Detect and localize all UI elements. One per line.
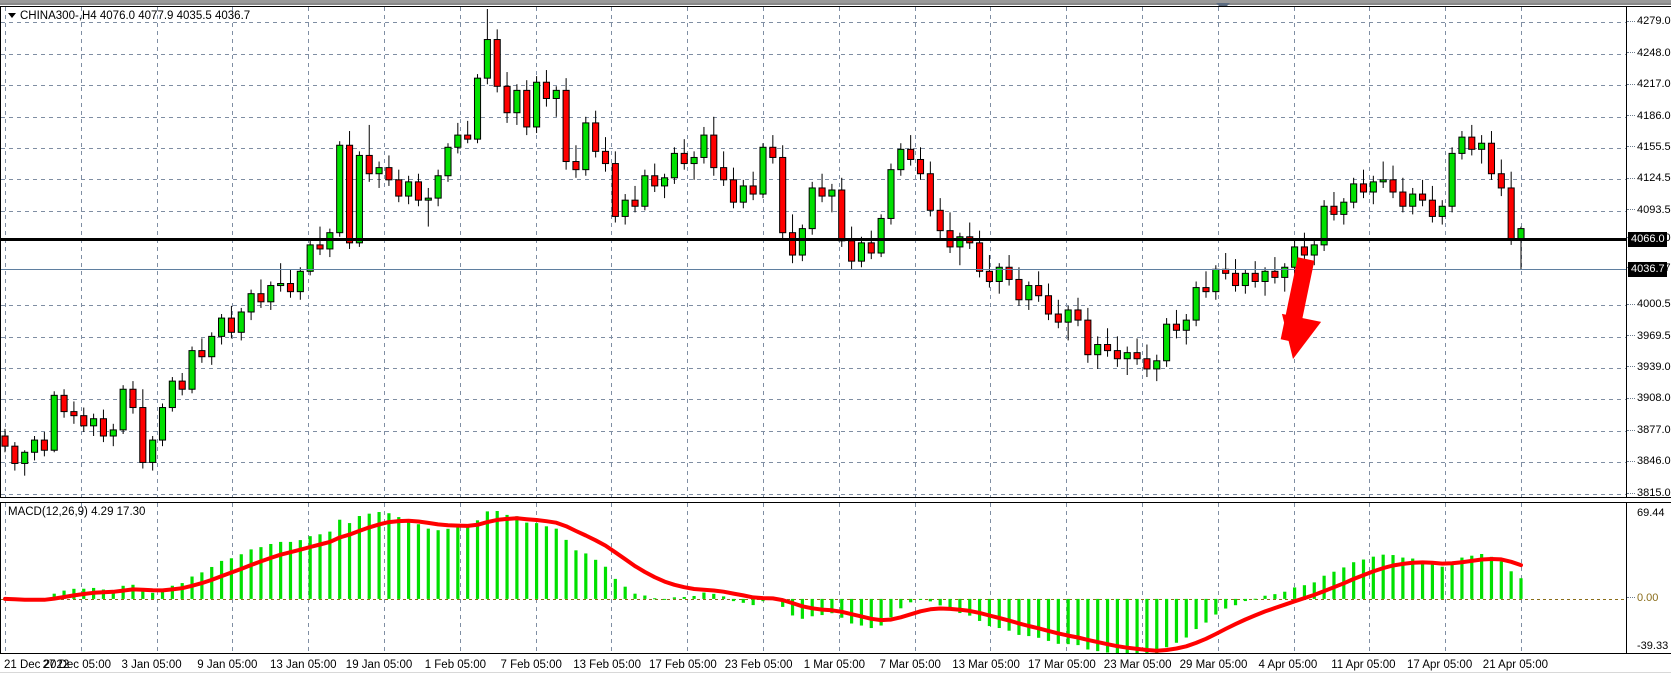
price-scale-tick: 4155.5 xyxy=(1627,140,1671,153)
tick-dash xyxy=(1627,398,1635,399)
price-scale-tick-label: 4155.5 xyxy=(1637,140,1671,153)
price-scale-tick: 4248.0 xyxy=(1627,46,1671,59)
time-axis-label: 11 Apr 05:00 xyxy=(1331,659,1396,671)
time-axis-label: 17 Apr 05:00 xyxy=(1407,659,1473,671)
price-scale-tick-label: 3877.0 xyxy=(1637,423,1671,436)
macd-scale-tick-label: 0.00 xyxy=(1637,591,1659,604)
time-axis-label: 13 Jan 05:00 xyxy=(270,659,337,671)
price-scale-tick: 4093.5 xyxy=(1627,203,1671,216)
time-axis-label: 21 Dec 2022 xyxy=(4,659,70,671)
tick-dash xyxy=(1627,366,1635,368)
chart-title-text: CHINA300-,H4 4076.0 4077.9 4035.5 4036.7 xyxy=(20,10,251,22)
macd-scale-tick-label: 69.44 xyxy=(1637,506,1665,519)
time-axis-label: 17 Feb 05:00 xyxy=(649,659,717,671)
price-scale-tick-label: 4186.0 xyxy=(1637,109,1671,122)
price-scale-tick: 4279.0 xyxy=(1627,16,1671,27)
time-axis-label: 27 Dec 05:00 xyxy=(42,659,112,671)
tick-dash xyxy=(1627,303,1635,305)
macd-scale-tick: 69.44 xyxy=(1627,506,1665,519)
time-axis-label: 23 Mar 05:00 xyxy=(1103,659,1172,671)
price-scale-tick: 4000.5 xyxy=(1627,299,1671,310)
time-axis-label: 9 Jan 05:00 xyxy=(197,659,258,671)
price-scale-tick-label: 4124.5 xyxy=(1637,172,1671,185)
macd-indicator-pane[interactable]: MACD(12,26,9) 4.29 17.30 xyxy=(0,502,1627,654)
window-top-strip xyxy=(0,0,1671,5)
time-axis-label: 7 Mar 05:00 xyxy=(879,659,941,671)
top-strip-inner xyxy=(0,0,1671,3)
time-axis-label: 1 Feb 05:00 xyxy=(424,659,487,671)
price-scale-tick-label: 3908.0 xyxy=(1637,392,1671,405)
price-scale[interactable]: 4279.0 4248.0 4217.0 4186.0 4155.5 4124.5 4093… xyxy=(1627,6,1671,498)
macd-scale-tick-label: -39.33 xyxy=(1637,640,1669,652)
tick-dash xyxy=(1627,115,1635,117)
tick-dash xyxy=(1627,492,1635,494)
time-axis-label: 23 Feb 05:00 xyxy=(724,659,793,671)
macd-canvas xyxy=(1,503,1626,653)
tick-dash xyxy=(1627,335,1635,337)
price-scale-tick-label: 3939.0 xyxy=(1637,360,1671,373)
price-scale-tick-label: 4217.0 xyxy=(1637,78,1671,91)
time-axis-label: 1 Mar 05:00 xyxy=(803,659,866,671)
time-axis-rule xyxy=(0,672,1671,673)
tick-dash xyxy=(1627,177,1635,179)
time-axis-label: 19 Jan 05:00 xyxy=(345,659,413,671)
time-axis-label: 29 Mar 05:00 xyxy=(1179,659,1248,671)
price-scale-tick: 3815.0 xyxy=(1627,486,1671,499)
tick-dash xyxy=(1627,20,1635,22)
collapse-triangle-icon[interactable] xyxy=(8,13,16,19)
price-chart-canvas xyxy=(1,7,1626,497)
price-scale-tick: 4186.0 xyxy=(1627,109,1671,122)
tick-dash xyxy=(1627,209,1635,211)
bid-price-tag: 4036.7 xyxy=(1628,261,1667,277)
macd-scale-tick: -39.33 xyxy=(1627,641,1668,652)
price-scale-tick: 3908.0 xyxy=(1627,393,1671,404)
price-scale-tick: 3846.0 xyxy=(1627,456,1671,467)
price-scale-tick-label: 4000.5 xyxy=(1637,298,1671,311)
macd-label: MACD(12,26,9) 4.29 17.30 xyxy=(8,506,146,518)
price-scale-tick-label: 3815.0 xyxy=(1637,486,1671,499)
last-price-tag: 4066.0 xyxy=(1628,231,1667,247)
price-scale-tick-label: 3969.5 xyxy=(1637,329,1671,342)
price-scale-tick-label: 4248.0 xyxy=(1637,46,1671,59)
time-axis-label: 7 Feb 05:00 xyxy=(500,659,562,671)
price-scale-tick: 3939.0 xyxy=(1627,360,1671,373)
price-scale-tick: 3877.0 xyxy=(1627,423,1671,436)
time-axis[interactable]: 21 Dec 2022 27 Dec 05:00 3 Jan 05:00 9 Jan … xyxy=(0,656,1671,680)
tick-dash xyxy=(1627,429,1635,431)
tick-dash xyxy=(1627,146,1635,148)
macd-scale-tick: 0.00 xyxy=(1627,591,1659,604)
tick-dash xyxy=(1627,461,1635,463)
chart-title: CHINA300-,H4 4076.0 4077.9 4035.5 4036.7 xyxy=(8,10,250,22)
time-axis-label: 13 Feb 05:00 xyxy=(573,659,641,671)
price-scale-tick-label: 4093.5 xyxy=(1637,203,1671,216)
price-scale-tick-label: 3846.0 xyxy=(1637,455,1671,468)
time-axis-label: 21 Apr 05:00 xyxy=(1482,659,1549,671)
time-axis-label: 17 Mar 05:00 xyxy=(1028,659,1096,671)
time-axis-label: 3 Jan 05:00 xyxy=(121,659,182,671)
price-scale-tick: 3969.5 xyxy=(1627,329,1671,342)
tick-dash xyxy=(1627,83,1635,85)
tick-dash xyxy=(1627,52,1635,54)
time-axis-label: 13 Mar 05:00 xyxy=(952,659,1020,671)
time-axis-label: 4 Apr 05:00 xyxy=(1258,659,1318,671)
price-chart-pane[interactable]: CHINA300-,H4 4076.0 4077.9 4035.5 4036.7 xyxy=(0,6,1627,498)
price-scale-tick-label: 4279.0 xyxy=(1637,15,1671,28)
macd-scale: 69.44 0.00 -39.33 xyxy=(1627,502,1671,654)
tick-dash xyxy=(1627,597,1635,599)
price-scale-tick: 4217.0 xyxy=(1627,79,1671,90)
price-scale-tick: 4124.5 xyxy=(1627,173,1671,184)
